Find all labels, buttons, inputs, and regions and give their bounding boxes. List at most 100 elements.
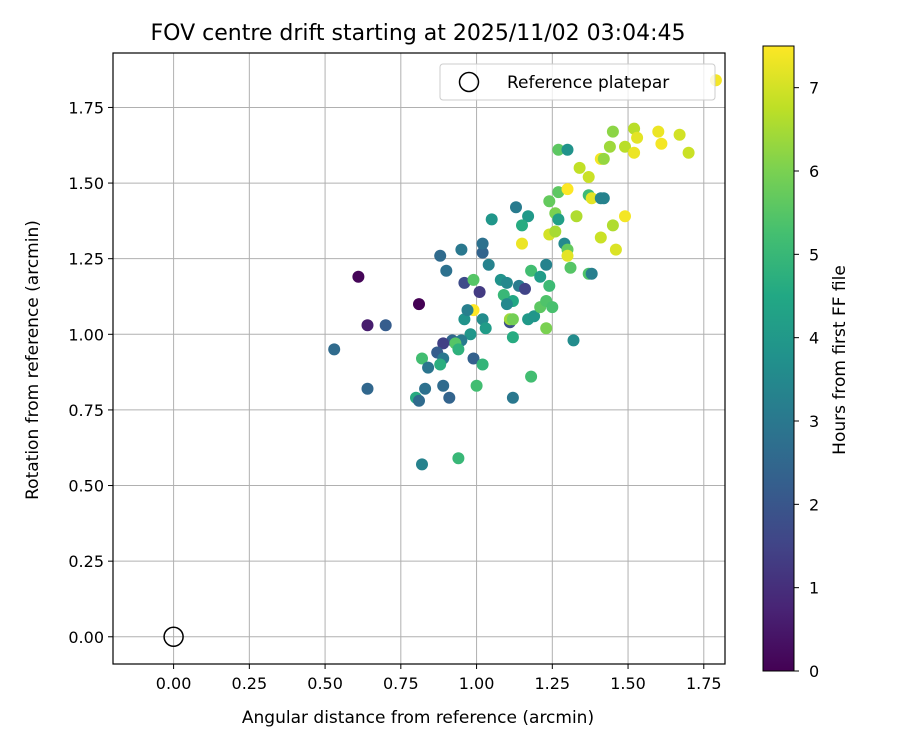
colorbar-gradient: [762, 45, 795, 672]
scatter-point: [540, 322, 553, 335]
scatter-point: [543, 279, 556, 292]
scatter-point: [413, 298, 425, 311]
scatter-point: [361, 382, 374, 395]
scatter-point: [549, 225, 562, 238]
x-tick-label: 0.00: [156, 674, 192, 693]
scatter-point: [540, 258, 553, 271]
x-tick-label: 1.25: [534, 674, 570, 693]
scatter-point: [546, 301, 559, 314]
colorbar-tick-label: 6: [809, 162, 819, 181]
scatter-point: [482, 258, 495, 271]
scatter-point: [516, 219, 528, 232]
scatter-point: [437, 337, 450, 350]
x-axis-label: Angular distance from reference (arcmin): [242, 708, 594, 728]
scatter-point: [413, 394, 425, 407]
colorbar-label: Hours from first FF file: [830, 265, 850, 455]
scatter-point: [525, 264, 538, 277]
y-tick-label: 1.25: [68, 250, 104, 269]
y-axis-label: Rotation from reference (arcmin): [23, 220, 43, 500]
scatter-point: [506, 391, 519, 404]
x-tick-label: 0.50: [307, 674, 343, 693]
scatter-point: [585, 267, 598, 280]
scatter-point: [379, 319, 392, 332]
y-tick-label: 1.00: [68, 325, 104, 344]
y-tick-label: 0.00: [68, 628, 104, 647]
scatter-point: [328, 343, 341, 356]
y-tick-label: 0.25: [68, 552, 104, 571]
scatter-point: [619, 210, 631, 223]
scatter-point: [510, 201, 522, 214]
scatter-point: [461, 304, 474, 317]
scatter-point: [434, 358, 447, 371]
scatter-point: [506, 331, 519, 344]
scatter-point: [603, 140, 616, 153]
scatter-point: [619, 140, 631, 153]
y-tick-label: 1.75: [68, 98, 104, 117]
colorbar-tick-label: 4: [809, 329, 819, 348]
x-tick-label: 1.50: [610, 674, 646, 693]
scatter-point: [497, 289, 510, 301]
legend: Reference platepar: [439, 63, 716, 101]
scatter-point: [476, 246, 489, 259]
scatter-point: [479, 322, 492, 335]
x-tick-label: 0.25: [232, 674, 268, 693]
colorbar-tick-label: 1: [809, 579, 819, 598]
scatter-point: [361, 319, 374, 332]
scatter-point: [606, 125, 619, 138]
scatter-point: [594, 231, 607, 244]
scatter-point: [500, 276, 513, 289]
scatter-point: [452, 452, 465, 465]
scatter-point: [419, 382, 432, 395]
scatter-point: [585, 192, 598, 205]
scatter-point: [561, 143, 574, 156]
x-tick-label: 0.75: [383, 674, 419, 693]
scatter-point: [422, 361, 435, 374]
scatter-point: [564, 261, 577, 274]
scatter-point: [552, 213, 565, 226]
scatter-point: [506, 313, 519, 326]
colorbar-tick-label: 5: [809, 245, 819, 264]
scatter-point: [522, 210, 535, 223]
scatter-point: [476, 237, 489, 250]
colorbar-tick-label: 7: [809, 79, 819, 98]
scatter-point: [606, 219, 619, 232]
scatter-point: [473, 286, 486, 298]
scatter-point: [476, 313, 489, 326]
scatter-point: [567, 334, 580, 347]
scatter-point: [652, 125, 665, 138]
scatter-point: [570, 210, 583, 223]
scatter-point: [628, 146, 641, 159]
scatter-point: [561, 183, 574, 196]
scatter-point: [516, 237, 528, 250]
scatter-point: [437, 379, 450, 392]
scatter-point: [609, 243, 622, 256]
scatter-point: [452, 343, 465, 356]
scatter-point: [552, 186, 565, 199]
scatter-point: [476, 358, 489, 371]
scatter-point: [416, 352, 428, 365]
x-tick-label: 1.75: [686, 674, 722, 693]
scatter-point: [573, 161, 586, 174]
colorbar-tick-label: 3: [809, 412, 819, 431]
y-tick-label: 0.50: [68, 477, 104, 496]
scatter-point: [597, 152, 610, 165]
scatter-point: [673, 128, 686, 141]
x-tick-label: 1.00: [459, 674, 495, 693]
scatter-point: [582, 171, 595, 183]
scatter-point: [485, 213, 498, 226]
scatter-point: [500, 298, 513, 311]
scatter-point: [655, 137, 668, 150]
scatter-point: [519, 282, 531, 295]
y-tick-label: 0.75: [68, 401, 104, 420]
scatter-point: [628, 122, 641, 135]
scatter-point: [543, 195, 556, 208]
scatter-point: [552, 143, 565, 156]
colorbar-ticks: 0 1 2 3 4 5 6 7: [794, 79, 819, 681]
scatter-point: [561, 249, 574, 262]
y-tick-label: 1.50: [68, 174, 104, 193]
scatter-point: [631, 131, 644, 144]
scatter-point: [458, 313, 471, 326]
scatter-point: [528, 310, 541, 323]
scatter-point: [682, 146, 695, 159]
